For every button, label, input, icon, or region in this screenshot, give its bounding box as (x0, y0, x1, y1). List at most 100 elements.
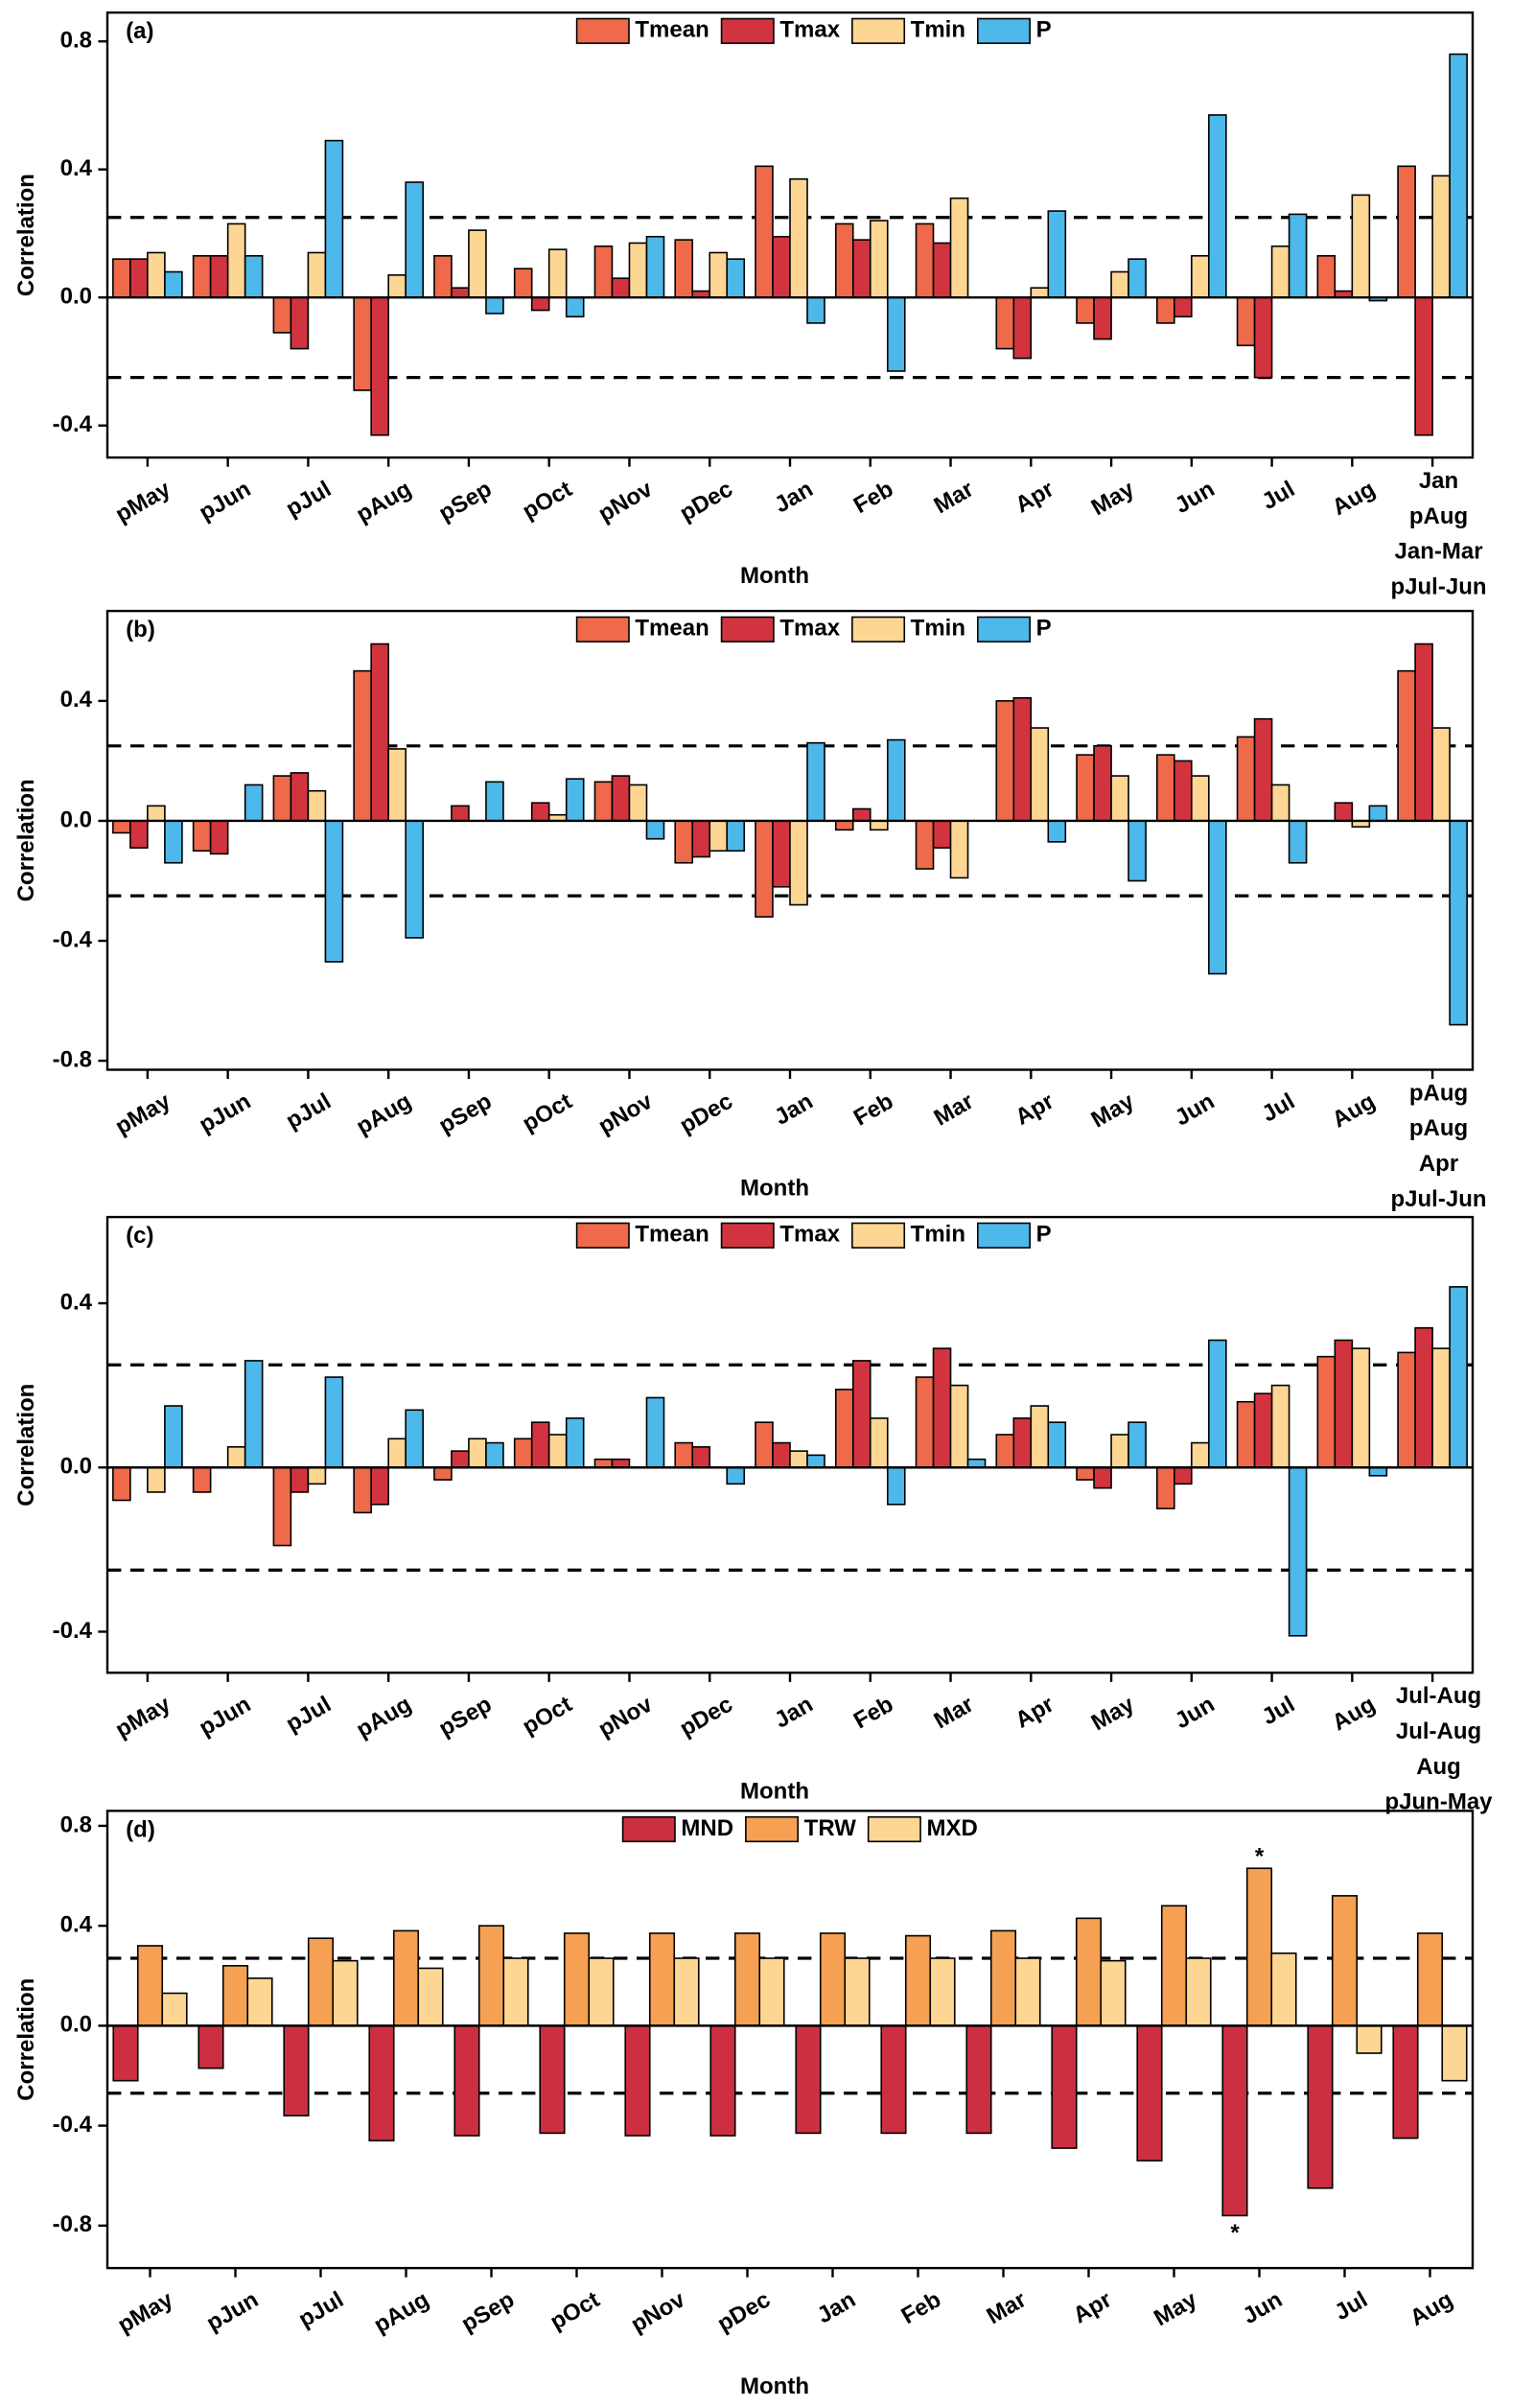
bar (806, 296, 825, 324)
x-tick-label: Feb (849, 476, 897, 519)
bar (405, 181, 424, 298)
bar (1093, 745, 1112, 822)
bar (433, 1466, 453, 1481)
bar (611, 277, 631, 298)
bar (851, 807, 872, 822)
y-tick-label: -0.4 (53, 926, 93, 952)
bar (593, 781, 614, 822)
bar (1030, 727, 1050, 822)
x-tick-label: May (1087, 476, 1139, 521)
x-tick-label: Jan (770, 476, 817, 518)
x-tick-label: Feb (897, 2286, 945, 2329)
bar (795, 2024, 822, 2135)
y-tick-label: 0.0 (60, 1454, 92, 1480)
x-tick-label: Jan (813, 2286, 860, 2328)
bar (1307, 2024, 1334, 2189)
x-tick-label: Aug (1328, 1088, 1380, 1134)
bar (485, 781, 504, 822)
bar (1236, 736, 1256, 822)
x-tick-label: pSep (434, 476, 496, 526)
panel-label: (d) (126, 1816, 155, 1842)
x-tick-label: pOct (518, 1088, 576, 1137)
bar (307, 1466, 327, 1485)
bar (611, 775, 631, 822)
bar (1110, 1434, 1129, 1469)
bar (244, 1360, 264, 1469)
legend-label: P (1036, 1222, 1052, 1248)
y-tick-label: -0.4 (53, 1618, 93, 1644)
x-tick-label: pOct (518, 1692, 576, 1741)
bar (645, 820, 665, 840)
y-axis-label: Correlation (13, 1978, 39, 2101)
bar (755, 820, 774, 918)
x-tick-label: pJul (294, 2286, 348, 2332)
bar (198, 2024, 224, 2069)
bar (1331, 1895, 1359, 2027)
bar (869, 220, 889, 298)
bar (405, 1409, 424, 1469)
bar (1076, 754, 1095, 822)
y-tick-label: 0.8 (60, 27, 92, 53)
bar (192, 254, 212, 298)
bar (593, 245, 614, 298)
bar (161, 1992, 188, 2027)
x-axis-label: Month (740, 1778, 809, 1804)
bar (477, 1925, 505, 2027)
x-tick-label: pNov (627, 2286, 690, 2338)
bar (539, 2024, 566, 2135)
bar (272, 775, 292, 822)
bar (1221, 2024, 1248, 2217)
bar (417, 1967, 444, 2027)
bar (915, 820, 935, 870)
y-tick-label: 0.0 (60, 284, 92, 310)
bar (949, 820, 969, 879)
bar (307, 1937, 335, 2027)
bar (244, 254, 264, 298)
bar (547, 1434, 568, 1469)
bar (530, 802, 550, 822)
legend-swatch (575, 1222, 630, 1249)
bar (453, 2024, 480, 2137)
x-tick-label: Jul (1258, 476, 1300, 515)
bar (755, 1421, 774, 1469)
legend-swatch (575, 17, 630, 44)
y-tick-label: 0.4 (60, 155, 93, 181)
x-tick-label: pJun (195, 1692, 255, 1742)
bar (1270, 1952, 1297, 2027)
bar (468, 1438, 487, 1469)
x-tick-label: pJun (202, 2286, 263, 2336)
bar (485, 1441, 504, 1469)
bar (645, 235, 665, 298)
bar (530, 296, 550, 312)
bar (272, 1466, 292, 1547)
x-tick-label: pDec (675, 1692, 736, 1742)
panel-label: (c) (126, 1223, 153, 1249)
y-tick-label: 0.8 (60, 1812, 92, 1837)
y-tick-label: -0.8 (53, 1046, 92, 1072)
bar (147, 1466, 166, 1493)
bar (272, 296, 292, 334)
bar (1441, 2024, 1468, 2082)
bar (387, 1438, 407, 1469)
bar (1012, 1417, 1033, 1469)
bar (192, 1466, 212, 1493)
x-tick-label: pAug (352, 1692, 416, 1743)
bar (772, 235, 791, 298)
bar (691, 1446, 711, 1469)
legend-label: MXD (926, 1815, 977, 1841)
bar (1416, 1932, 1444, 2027)
x-tick-label: Mar (930, 1088, 978, 1132)
bar (332, 1959, 359, 2027)
bar (1414, 643, 1433, 822)
bar (246, 1977, 273, 2027)
bar (226, 1446, 246, 1469)
legend-swatch (851, 17, 906, 44)
panel-label: (a) (126, 18, 153, 44)
bar (1288, 213, 1308, 298)
bar (192, 820, 212, 853)
bar (1351, 194, 1371, 298)
bar (789, 820, 808, 906)
bar (112, 2024, 139, 2082)
bar (995, 700, 1015, 822)
bar (147, 251, 166, 298)
